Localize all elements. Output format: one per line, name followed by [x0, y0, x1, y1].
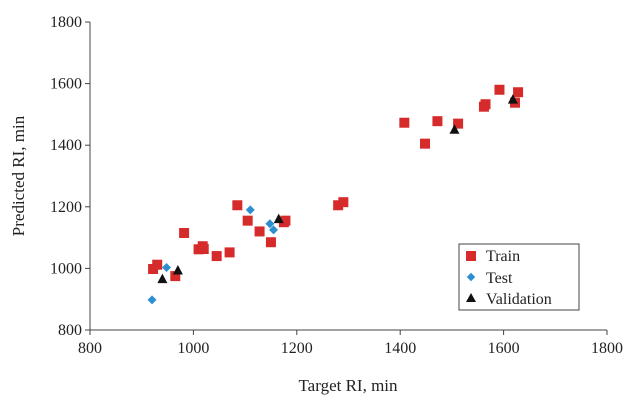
y-tick-label: 1400 [50, 137, 82, 154]
data-point-train [211, 251, 222, 262]
legend-label-validation: Validation [486, 291, 552, 308]
data-point-validation [507, 94, 518, 104]
data-point-validation [449, 124, 460, 134]
data-point-train [242, 215, 253, 226]
data-point-train [265, 237, 276, 248]
legend-marker-validation [466, 293, 476, 302]
legend-item-validation: Validation [466, 291, 552, 308]
data-point-train [399, 117, 410, 128]
x-tick-label: 1000 [177, 340, 209, 357]
x-tick-label: 1200 [281, 340, 313, 357]
ticks: 800 1000 1200 1400 1600 1800 800 1000 1200 1400 16… [50, 14, 623, 357]
data-point-test [265, 219, 275, 229]
data-point-test [162, 262, 172, 272]
x-tick-label: 1400 [384, 340, 416, 357]
y-tick-label: 1600 [50, 76, 82, 93]
y-tick-label: 1000 [50, 260, 82, 277]
data-point-train [338, 197, 349, 208]
data-point-test [269, 225, 279, 235]
legend: Train Test Validation [458, 243, 580, 311]
x-axis-title: Target RI, min [298, 376, 398, 395]
x-tick-label: 800 [78, 340, 102, 357]
data-point-train [420, 138, 431, 149]
data-point-train [480, 99, 491, 110]
x-tick-label: 1800 [591, 340, 623, 357]
x-tick-label: 1600 [488, 340, 520, 357]
data-point-train [198, 243, 209, 254]
y-tick-label: 800 [58, 322, 82, 339]
data-point-train [152, 259, 163, 270]
legend-label-train: Train [486, 248, 520, 265]
data-point-validation [157, 273, 168, 284]
axes [89, 22, 607, 331]
data-point-train [170, 271, 181, 282]
data-point-train [432, 116, 443, 127]
data-point-test [245, 205, 255, 215]
data-point-validation [273, 213, 284, 224]
data-points [147, 84, 524, 305]
data-point-validation [172, 265, 183, 275]
y-tick-label: 1800 [50, 14, 82, 31]
legend-label-test: Test [486, 270, 513, 287]
data-point-train [232, 200, 243, 211]
data-point-train [513, 87, 524, 98]
data-point-test [147, 295, 157, 305]
legend-box [458, 243, 580, 311]
data-point-train [333, 200, 344, 211]
legend-marker-test [466, 272, 476, 282]
legend-marker-train [466, 251, 476, 261]
data-point-train [254, 226, 265, 237]
data-point-train [453, 118, 464, 129]
data-point-train [494, 84, 505, 95]
data-point-train [280, 215, 291, 226]
data-point-train [224, 247, 235, 258]
y-axis-title: Predicted RI, min [9, 115, 28, 236]
legend-item-train: Train [466, 248, 520, 265]
data-point-train [179, 227, 190, 238]
legend-item-test: Test [466, 270, 513, 287]
y-tick-label: 1200 [50, 199, 82, 216]
